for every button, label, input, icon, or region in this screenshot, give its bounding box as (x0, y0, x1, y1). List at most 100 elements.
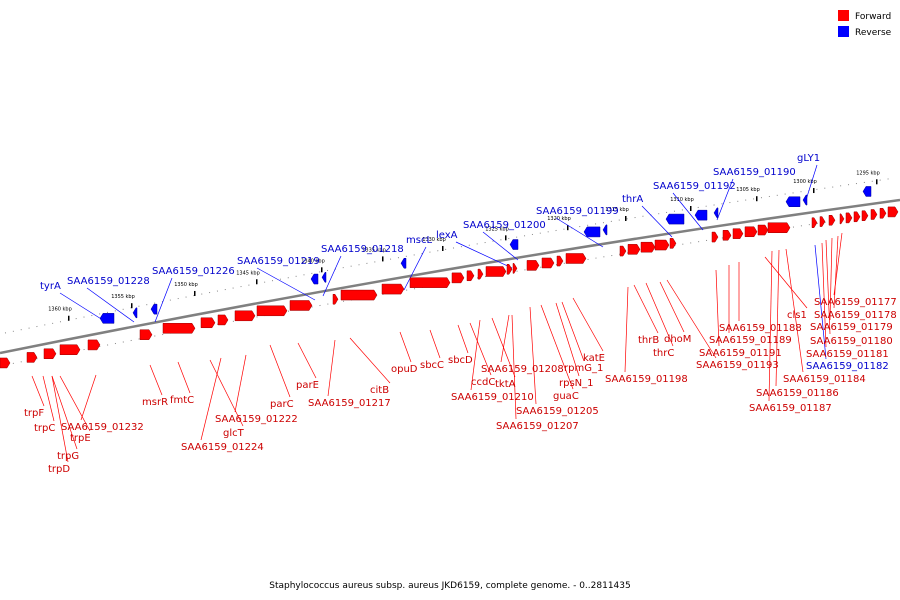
scale-label: 1325 kbp (485, 226, 509, 232)
leader-line (403, 246, 427, 291)
reverse-gene-block (602, 224, 608, 236)
reverse-gene-block (694, 209, 708, 221)
leader-line (31, 375, 45, 407)
footer-caption: Staphylococcus aureus subsp. aureus JKD6… (269, 581, 631, 591)
forward-gene-label: parC (270, 399, 294, 410)
leader-line (234, 354, 247, 413)
forward-gene-block (256, 305, 288, 317)
forward-gene-label: citB (370, 385, 389, 396)
forward-gene-block (451, 272, 465, 284)
scale-label: 1360 kbp (48, 307, 72, 313)
reverse-gene-block (862, 186, 872, 197)
reverse-gene-label: tyrA (40, 281, 61, 292)
forward-gene-label: SAA6159_01217 (308, 398, 391, 409)
leader-line (470, 319, 481, 391)
forward-gene-block (828, 215, 836, 226)
reverse-gene-label: SAA6159_01192 (653, 181, 736, 192)
forward-gene-block (485, 266, 507, 277)
forward-gene-label: SAA6159_01182 (806, 361, 889, 372)
forward-gene-label: SAA6159_01198 (605, 374, 688, 385)
reverse-gene-label: gLY1 (797, 153, 820, 164)
scale-tick (321, 267, 323, 273)
forward-gene-block (217, 314, 229, 326)
leader-line (297, 342, 317, 379)
leader-line (209, 359, 244, 427)
forward-gene-label: SAA6159_01187 (749, 403, 832, 414)
leader-line (624, 286, 629, 373)
leader-line (511, 314, 517, 420)
forward-gene-label: SAA6159_01193 (696, 360, 779, 371)
scale-tick (442, 245, 444, 251)
reverse-gene-label: SAA6159_01226 (152, 266, 235, 277)
scale-label: 1355 kbp (111, 294, 135, 300)
reverse-gene-block (310, 273, 319, 285)
scale-tick (68, 315, 70, 321)
leader-line (51, 375, 69, 463)
forward-gene-label: thrB (638, 335, 659, 346)
forward-gene-label: SAA6159_01222 (215, 414, 298, 425)
reverse-gene-label: SAA6159_01219 (237, 256, 320, 267)
scale-label: 1300 kbp (793, 179, 817, 185)
scale-label: 1335 kbp (362, 247, 386, 253)
forward-gene-block (711, 231, 719, 243)
scale-tick (690, 206, 692, 212)
scale-tick (625, 215, 627, 221)
forward-gene-label: sbcC (420, 360, 444, 371)
forward-gene-block (861, 210, 869, 221)
scale-tick (382, 256, 384, 262)
forward-gene-block (627, 244, 641, 255)
forward-gene-label: dhoM (664, 334, 691, 345)
legend-reverse-label: Reverse (855, 28, 892, 38)
leader-line (457, 324, 469, 354)
leader-line (829, 237, 833, 321)
forward-gene-label: SAA6159_01180 (810, 336, 893, 347)
forward-gene-label: SAA6159_01224 (181, 442, 264, 453)
scale-label: 1340 kbp (301, 258, 325, 264)
reverse-gene-label: mscL (406, 235, 432, 246)
forward-gene-label: SAA6159_01205 (516, 406, 599, 417)
forward-gene-label: SAA6159_01181 (806, 349, 889, 360)
leader-line (429, 329, 441, 359)
forward-gene-label: trpC (34, 423, 55, 434)
forward-gene-block (340, 289, 378, 301)
forward-gene-block (732, 228, 744, 239)
legend: Forward Reverse (838, 10, 892, 38)
leader-line (469, 322, 492, 376)
forward-gene-block (845, 212, 853, 224)
forward-gene-label: sbcD (448, 355, 473, 366)
forward-gene-block (541, 257, 555, 269)
forward-gene-label: trpD (48, 464, 70, 475)
scale-tick (256, 279, 258, 285)
forward-gene-label: katE (583, 353, 605, 364)
scale-label: 1345 kbp (236, 270, 260, 276)
forward-gene-label: SAA6159_01210 (451, 392, 534, 403)
forward-gene-label: SAA6159_01178 (814, 310, 897, 321)
legend-forward-swatch (838, 10, 849, 21)
leader-line (633, 284, 659, 334)
forward-gene-label: SAA6159_01232 (61, 422, 144, 433)
scale-label: 1310 kbp (670, 197, 694, 203)
leader-line (555, 217, 604, 248)
forward-gene-label: opuD (391, 364, 418, 375)
reverse-scale-track (4, 177, 896, 334)
forward-gene-label: trpF (24, 408, 44, 419)
leader-line (42, 375, 55, 422)
forward-gene-block (26, 352, 38, 363)
forward-gene-block (381, 283, 405, 295)
reverse-gene-block (321, 272, 327, 283)
leader-line (814, 244, 827, 360)
forward-gene-label: thrC (653, 348, 674, 359)
legend-forward-label: Forward (855, 12, 891, 22)
forward-gene-label: trpG (57, 451, 79, 462)
forward-gene-label: SAA6159_01189 (709, 335, 792, 346)
leader-line (399, 331, 412, 363)
forward-gene-label: SAA6159_01191 (699, 348, 782, 359)
scale-tick (567, 225, 569, 231)
forward-gene-block (87, 339, 101, 351)
leader-line (529, 306, 537, 405)
reverse-gene-block (665, 213, 685, 225)
leader-line (256, 267, 316, 301)
reverse-gene-label: lexA (436, 230, 458, 241)
forward-gene-label: parE (296, 380, 319, 391)
